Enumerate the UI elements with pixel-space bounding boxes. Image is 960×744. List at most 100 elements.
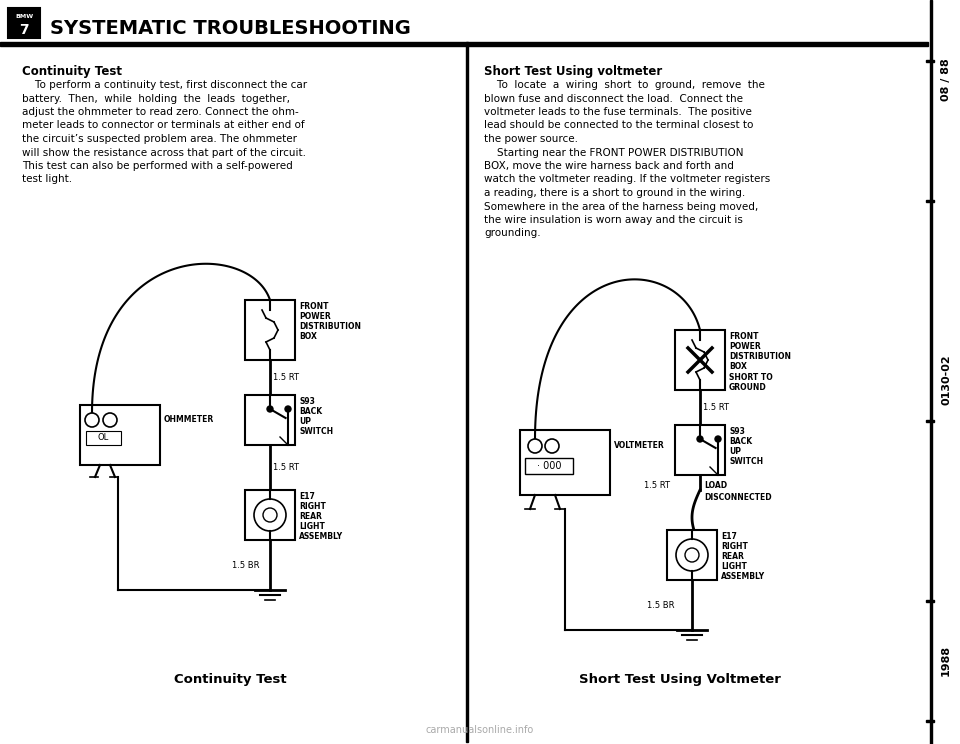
Text: battery.  Then,  while  holding  the  leads  together,: battery. Then, while holding the leads t… [22, 94, 290, 103]
Bar [0, 42, 928, 45]
Text: VOLTMETER: VOLTMETER [614, 441, 664, 451]
Text: Continuity Test: Continuity Test [22, 65, 122, 78]
Text: ASSEMBLY: ASSEMBLY [299, 532, 343, 541]
Text: meter leads to connector or terminals at either end of: meter leads to connector or terminals at… [22, 121, 304, 130]
Text: the power source.: the power source. [484, 134, 578, 144]
Text: watch the voltmeter reading. If the voltmeter registers: watch the voltmeter reading. If the volt… [484, 175, 770, 185]
Circle shape [103, 413, 117, 427]
FancyBboxPatch shape [245, 490, 295, 540]
Text: LIGHT: LIGHT [721, 562, 747, 571]
Text: S93: S93 [299, 397, 315, 406]
Text: SHORT TO: SHORT TO [729, 373, 773, 382]
Text: UP: UP [299, 417, 311, 426]
Text: FRONT: FRONT [299, 302, 328, 311]
Text: POWER: POWER [729, 342, 760, 351]
Text: S93: S93 [729, 427, 745, 436]
Text: 1.5 RT: 1.5 RT [703, 403, 729, 411]
Text: DISTRIBUTION: DISTRIBUTION [299, 322, 361, 331]
Text: test light.: test light. [22, 175, 72, 185]
Text: LOAD: LOAD [704, 481, 727, 490]
Text: REAR: REAR [721, 552, 744, 561]
Text: GROUND: GROUND [729, 383, 767, 392]
Text: blown fuse and disconnect the load.  Connect the: blown fuse and disconnect the load. Conn… [484, 94, 743, 103]
Circle shape [685, 548, 699, 562]
Text: BMW: BMW [15, 13, 33, 19]
Bar [926, 200, 934, 202]
Bar [926, 600, 934, 602]
Text: RIGHT: RIGHT [721, 542, 748, 551]
FancyBboxPatch shape [667, 530, 717, 580]
Text: a reading, there is a short to ground in the wiring.: a reading, there is a short to ground in… [484, 188, 745, 198]
Circle shape [254, 499, 286, 531]
Text: POWER: POWER [299, 312, 331, 321]
Text: BACK: BACK [729, 437, 752, 446]
Circle shape [715, 436, 721, 442]
FancyBboxPatch shape [8, 8, 40, 38]
Circle shape [263, 508, 277, 522]
Text: 7: 7 [19, 23, 29, 37]
Text: DISTRIBUTION: DISTRIBUTION [729, 352, 791, 361]
Text: This test can also be performed with a self-powered: This test can also be performed with a s… [22, 161, 293, 171]
Text: Continuity Test: Continuity Test [174, 673, 286, 687]
Text: BOX: BOX [299, 332, 317, 341]
Text: To perform a continuity test, first disconnect the car: To perform a continuity test, first disc… [22, 80, 307, 90]
Text: SWITCH: SWITCH [729, 457, 763, 466]
Circle shape [285, 406, 291, 412]
Text: To  locate  a  wiring  short  to  ground,  remove  the: To locate a wiring short to ground, remo… [484, 80, 765, 90]
FancyBboxPatch shape [245, 395, 295, 445]
Text: E17: E17 [299, 492, 315, 501]
FancyBboxPatch shape [80, 405, 160, 465]
Text: will show the resistance across that part of the circuit.: will show the resistance across that par… [22, 147, 306, 158]
Text: FRONT: FRONT [729, 332, 758, 341]
Text: LIGHT: LIGHT [299, 522, 324, 531]
Bar [930, 0, 932, 744]
FancyBboxPatch shape [675, 425, 725, 475]
Text: DISCONNECTED: DISCONNECTED [704, 493, 772, 501]
Text: RIGHT: RIGHT [299, 502, 325, 511]
Text: · 000: · 000 [537, 461, 562, 471]
Text: SWITCH: SWITCH [299, 427, 333, 436]
Text: SYSTEMATIC TROUBLESHOOTING: SYSTEMATIC TROUBLESHOOTING [50, 19, 411, 37]
Circle shape [676, 539, 708, 571]
Text: 1.5 RT: 1.5 RT [273, 373, 299, 382]
Text: E17: E17 [721, 532, 737, 541]
Bar [926, 420, 934, 422]
Text: the circuit’s suspected problem area. The ohmmeter: the circuit’s suspected problem area. Th… [22, 134, 297, 144]
Bar [926, 720, 934, 722]
Text: Starting near the FRONT POWER DISTRIBUTION: Starting near the FRONT POWER DISTRIBUTI… [484, 147, 743, 158]
Circle shape [528, 439, 542, 453]
FancyBboxPatch shape [525, 458, 573, 474]
Text: 0130-02: 0130-02 [941, 355, 951, 405]
Text: BOX: BOX [729, 362, 747, 371]
Bar [926, 60, 934, 62]
Text: 1.5 RT: 1.5 RT [644, 481, 670, 490]
Text: REAR: REAR [299, 512, 322, 521]
Text: BACK: BACK [299, 407, 323, 416]
Circle shape [697, 436, 703, 442]
Text: 1.5 BR: 1.5 BR [647, 600, 675, 609]
Text: BOX, move the wire harness back and forth and: BOX, move the wire harness back and fort… [484, 161, 733, 171]
Circle shape [267, 406, 273, 412]
Text: ASSEMBLY: ASSEMBLY [721, 572, 765, 581]
Bar [466, 42, 468, 742]
Text: OHMMETER: OHMMETER [164, 415, 214, 425]
Text: grounding.: grounding. [484, 228, 540, 239]
Text: 1.5 BR: 1.5 BR [232, 560, 259, 569]
Text: Somewhere in the area of the harness being moved,: Somewhere in the area of the harness bei… [484, 202, 758, 211]
Text: 1988: 1988 [941, 644, 951, 676]
Text: carmanualsonline.info: carmanualsonline.info [426, 725, 534, 735]
Text: voltmeter leads to the fuse terminals.  The positive: voltmeter leads to the fuse terminals. T… [484, 107, 752, 117]
Text: lead should be connected to the terminal closest to: lead should be connected to the terminal… [484, 121, 754, 130]
FancyBboxPatch shape [245, 300, 295, 360]
Text: 08 / 88: 08 / 88 [941, 59, 951, 101]
Circle shape [545, 439, 559, 453]
Text: Short Test Using Voltmeter: Short Test Using Voltmeter [579, 673, 780, 687]
Text: 1.5 RT: 1.5 RT [273, 463, 299, 472]
Text: UP: UP [729, 447, 741, 456]
Text: OL: OL [97, 434, 108, 443]
Text: adjust the ohmmeter to read zero. Connect the ohm-: adjust the ohmmeter to read zero. Connec… [22, 107, 299, 117]
FancyBboxPatch shape [86, 431, 121, 445]
Text: the wire insulation is worn away and the circuit is: the wire insulation is worn away and the… [484, 215, 743, 225]
Text: Short Test Using voltmeter: Short Test Using voltmeter [484, 65, 662, 78]
FancyBboxPatch shape [520, 430, 610, 495]
